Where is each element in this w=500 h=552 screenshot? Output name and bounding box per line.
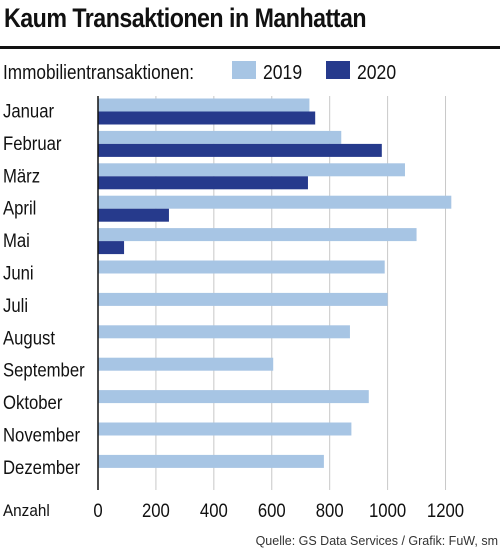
tick-label-800: 800	[316, 500, 344, 521]
category-label: September	[3, 360, 85, 381]
title-rule	[0, 46, 500, 49]
bar-2019-10	[98, 390, 369, 404]
category-label: Dezember	[3, 457, 80, 478]
category-label: November	[3, 425, 80, 446]
bar-2019-6	[98, 260, 385, 274]
bar-2019-11	[98, 422, 352, 436]
bar-2019-4	[98, 195, 452, 209]
source-note: Quelle: GS Data Services / Grafik: FuW, …	[255, 534, 498, 548]
legend-swatch-2019	[232, 61, 256, 79]
category-label: Juni	[3, 263, 34, 284]
bars	[98, 98, 452, 468]
category-label: Februar	[3, 133, 62, 154]
category-labels: Januar Februar März April Mai Juni Juli August S…	[3, 101, 85, 479]
legend-swatch-2020	[326, 61, 350, 79]
category-label: Mai	[3, 230, 30, 251]
tick-label-400: 400	[200, 500, 228, 521]
bar-2020-3	[98, 176, 308, 190]
bar-2019-9	[98, 357, 274, 371]
tick-labels: 0 200 400 600 800 1000 1200	[93, 500, 464, 521]
x-axis-label: Anzahl	[3, 501, 50, 520]
legend-entry-2020: 2020	[357, 61, 396, 83]
bar-2019-2	[98, 130, 342, 144]
chart-title: Kaum Transaktionen in Manhattan	[4, 3, 367, 33]
category-label: Oktober	[3, 392, 62, 413]
tick-label-1000: 1000	[369, 500, 406, 521]
bar-2019-12	[98, 454, 324, 468]
tick-label-0: 0	[93, 500, 102, 521]
tick-label-600: 600	[258, 500, 286, 521]
tick-label-1200: 1200	[427, 500, 464, 521]
legend-label: Immobilientransaktionen:	[3, 61, 194, 84]
bar-2019-3	[98, 163, 405, 177]
category-label: Januar	[3, 101, 54, 122]
category-label: April	[3, 198, 36, 219]
category-label: März	[3, 165, 40, 186]
legend-entry-2019: 2019	[263, 61, 302, 83]
tick-label-200: 200	[142, 500, 170, 521]
bar-2019-7	[98, 292, 388, 306]
bar-2020-4	[98, 208, 169, 222]
bar-2020-2	[98, 143, 382, 157]
legend: Immobilientransaktionen: 2019 2020	[3, 61, 396, 84]
bar-2019-8	[98, 325, 350, 339]
bar-2019-1	[98, 98, 310, 112]
bar-2020-5	[98, 241, 125, 255]
category-label: Juli	[3, 295, 28, 316]
bar-2019-5	[98, 228, 417, 242]
bar-2020-1	[98, 111, 316, 125]
category-label: August	[3, 327, 55, 348]
